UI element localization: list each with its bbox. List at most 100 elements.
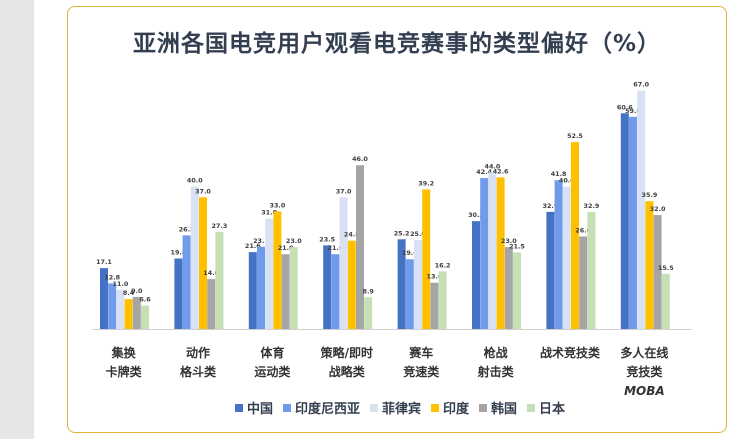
category-label: 策略/即时	[321, 345, 373, 360]
data-label: 30.3	[468, 211, 484, 219]
legend-item: 中国	[234, 398, 273, 417]
category-label: 多人在线	[620, 345, 668, 360]
bar	[124, 299, 133, 329]
legend-label: 印度尼西亚	[294, 402, 360, 417]
bar	[257, 246, 265, 329]
category-label: 战术竞技类	[540, 345, 601, 360]
bar	[397, 239, 406, 329]
category-label: 卡牌类	[106, 364, 143, 379]
data-label: 12.8	[104, 273, 120, 281]
bar	[430, 282, 439, 329]
bar	[265, 218, 274, 329]
data-label: 42.6	[493, 167, 509, 175]
bar	[132, 296, 141, 329]
bar	[579, 236, 588, 329]
category-label: 战略类	[329, 364, 366, 379]
bar	[190, 186, 199, 329]
bar	[289, 247, 298, 329]
bar	[629, 116, 637, 329]
data-label: 37.0	[195, 187, 211, 195]
chart-card	[67, 6, 727, 433]
category-label: 体育	[260, 345, 284, 360]
legend-label: 日本	[539, 402, 566, 417]
data-label: 60.6	[617, 103, 633, 111]
bar	[248, 252, 257, 329]
data-label: 26.3	[179, 225, 195, 233]
data-label: 59.6	[625, 107, 641, 115]
bar	[587, 211, 596, 329]
bar	[513, 252, 521, 329]
chart-legend: 中国 印度尼西亚 菲律宾 印度 韩国 日本	[180, 398, 620, 417]
legend-swatch	[282, 403, 291, 412]
legend-item: 印度尼西亚	[282, 398, 360, 417]
bar	[281, 254, 290, 329]
bar	[414, 240, 422, 329]
data-label: 42.4	[476, 168, 492, 176]
data-label: 13.0	[427, 273, 443, 281]
data-label: 21.0	[278, 244, 294, 252]
category-label: 枪战	[484, 345, 508, 360]
data-label: 19.6	[402, 249, 418, 257]
data-label: 31.0	[261, 209, 277, 217]
data-label: 32.9	[543, 202, 559, 210]
bar	[562, 186, 571, 329]
data-label: 27.3	[212, 222, 228, 230]
data-label: 9.0	[131, 287, 143, 295]
data-label: 24.8	[344, 231, 360, 239]
data-label: 21.5	[509, 242, 525, 250]
data-label: 21.6	[245, 242, 261, 250]
bar	[356, 165, 364, 329]
bar	[108, 283, 117, 329]
data-label: 44.0	[485, 162, 501, 170]
bar	[620, 113, 629, 329]
category-label: MOBA	[624, 384, 665, 398]
bar	[141, 305, 149, 329]
bar	[116, 289, 125, 329]
bar	[422, 189, 431, 329]
bar	[273, 211, 282, 329]
data-label: 23.1	[253, 237, 269, 245]
bar	[645, 201, 654, 329]
bar	[182, 235, 191, 329]
legend-item: 印度	[431, 398, 469, 417]
bar	[496, 177, 505, 329]
data-label: 8.9	[363, 287, 375, 295]
category-label: 集换	[111, 345, 137, 360]
bar	[480, 178, 489, 329]
bar	[546, 211, 555, 329]
bar	[661, 273, 670, 329]
chart-title: 亚洲各国电竞用户观看电竞赛事的类型偏好（%）	[132, 31, 662, 57]
data-label: 33.0	[270, 202, 286, 210]
bar	[504, 247, 513, 329]
data-label: 11.0	[113, 280, 129, 288]
category-label: 竞技类	[626, 364, 663, 379]
data-label: 40.0	[559, 177, 575, 185]
legend-swatch	[527, 403, 536, 412]
data-label: 25.2	[394, 229, 410, 237]
bar	[637, 90, 646, 329]
data-label: 25.0	[410, 230, 426, 238]
page-background-strip	[0, 0, 34, 439]
data-label: 37.0	[336, 187, 352, 195]
data-label: 17.1	[96, 258, 112, 266]
legend-item: 菲律宾	[369, 398, 421, 417]
data-label: 21.0	[328, 244, 344, 252]
bar	[174, 258, 183, 329]
bar	[571, 142, 579, 329]
data-label: 40.0	[187, 177, 203, 185]
data-label: 19.8	[171, 249, 187, 257]
legend-swatch	[234, 403, 243, 412]
bar	[100, 268, 108, 329]
data-label: 35.9	[642, 191, 658, 199]
bar	[331, 254, 340, 329]
bar	[472, 221, 480, 329]
bar	[653, 215, 662, 329]
category-label: 射击类	[477, 364, 515, 379]
bar	[364, 297, 373, 329]
legend-item: 日本	[527, 398, 565, 417]
data-label: 23.0	[501, 237, 517, 245]
bar	[438, 271, 447, 329]
legend-label: 韩国	[491, 402, 518, 417]
bar	[554, 180, 563, 329]
